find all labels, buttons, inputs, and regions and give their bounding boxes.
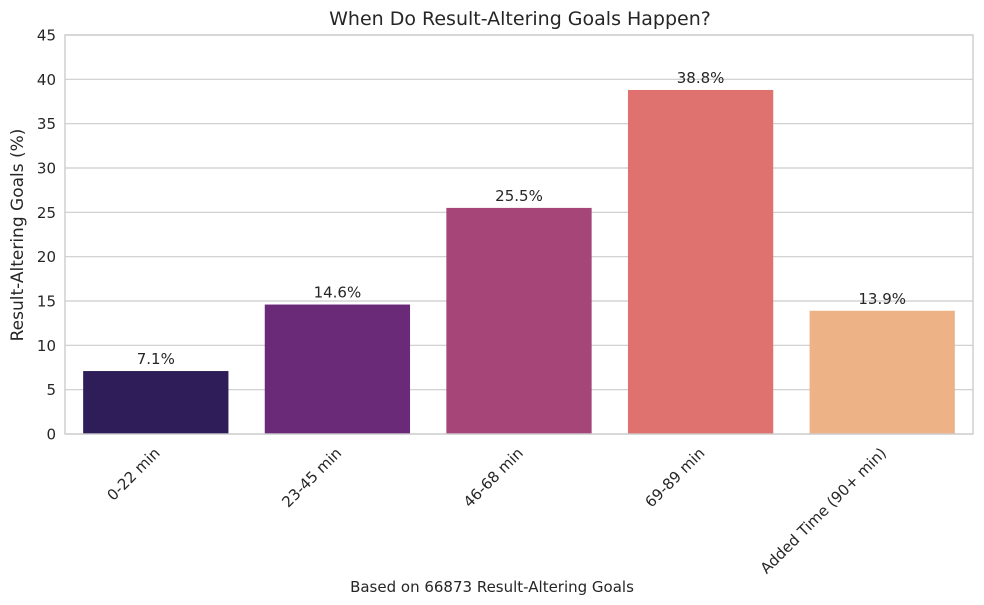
bar-value-label: 38.8% (677, 69, 725, 87)
y-tick-label: 10 (37, 337, 56, 355)
chart-title: When Do Result-Altering Goals Happen? (329, 8, 711, 30)
y-tick-label: 45 (37, 27, 56, 45)
x-axis-ticks: 0-22 min 23-45 min 46-68 min 69-89 min Added… (103, 444, 890, 577)
y-axis-ticks: 0 5 10 15 20 25 30 35 40 45 (37, 27, 56, 444)
y-axis-label: Result-Altering Goals (%) (8, 129, 28, 342)
bars (83, 89, 955, 435)
bar (809, 310, 955, 434)
x-tick-label: 23-45 min (278, 444, 345, 511)
bar-value-label: 7.1% (137, 350, 175, 368)
y-tick-label: 15 (37, 293, 56, 311)
x-tick-label: 0-22 min (103, 444, 163, 504)
bar-value-label: 25.5% (495, 187, 543, 205)
plot-frame (64, 34, 974, 435)
bar-value-label: 14.6% (314, 284, 362, 302)
bar-data-labels: 7.1% 14.6% 25.5% 38.8% 13.9% (137, 69, 906, 368)
y-tick-label: 25 (37, 204, 56, 222)
y-tick-label: 40 (37, 71, 56, 89)
bar (83, 371, 229, 434)
bar (446, 207, 592, 434)
x-tick-label: Added Time (90+ min) (757, 444, 890, 577)
x-tick-label: 69-89 min (642, 444, 709, 511)
y-tick-label: 5 (46, 381, 56, 399)
y-tick-label: 35 (37, 115, 56, 133)
y-tick-label: 30 (37, 160, 56, 178)
bar-value-label: 13.9% (858, 290, 906, 308)
x-axis-label: Based on 66873 Result-Altering Goals (350, 578, 634, 596)
y-tick-label: 20 (37, 248, 56, 266)
x-tick-label: 46-68 min (460, 444, 527, 511)
y-tick-label: 0 (46, 426, 56, 444)
bar (627, 89, 774, 435)
bar (264, 304, 411, 434)
